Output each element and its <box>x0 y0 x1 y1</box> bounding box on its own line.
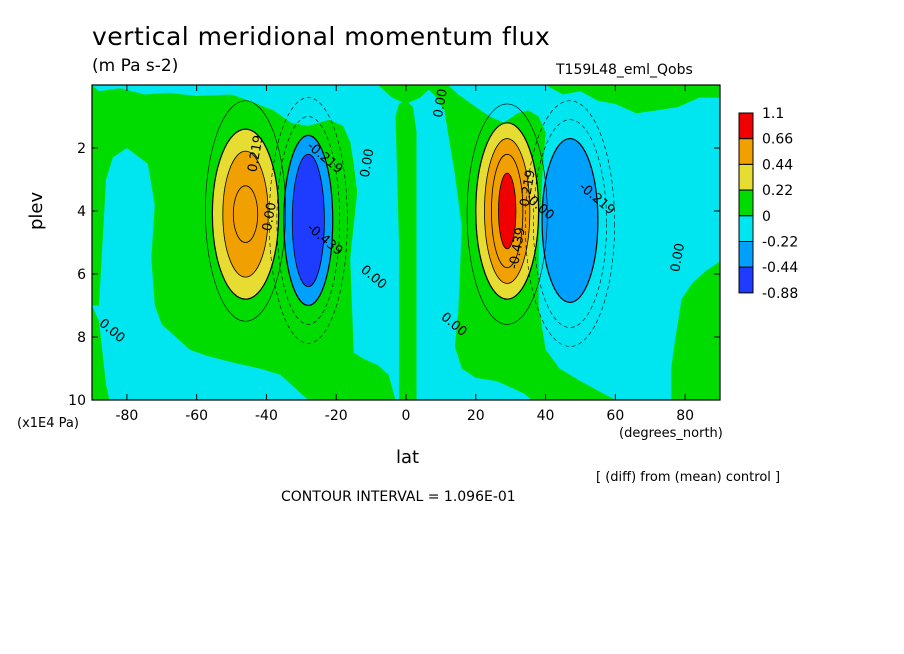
colorbar-swatch <box>738 112 754 140</box>
footnote: [ (diff) from (mean) control ] <box>596 470 781 485</box>
x-tick-label: -80 <box>115 408 138 424</box>
colorbar-label: -0.44 <box>762 260 798 276</box>
y-tick-label: 8 <box>77 330 86 346</box>
lobe-sh-positive-level-2 <box>232 185 259 243</box>
contour-ring <box>205 100 286 322</box>
chart-title: vertical meridional momentum flux <box>92 22 551 51</box>
lobe-nh-positive-level-3 <box>498 172 517 250</box>
plot-area: 0.219 -0.2190.00-0.4390.000.000.000.000.2… <box>92 85 720 400</box>
colorbar-swatch <box>738 189 754 217</box>
x-tick-label: 60 <box>606 408 624 424</box>
x-axis-units: (degrees_north) <box>619 426 723 441</box>
band-pos-small-pole <box>92 305 110 400</box>
colorbar-swatch <box>738 215 754 243</box>
contour-ring <box>466 103 548 325</box>
y-axis-units: (x1E4 Pa) <box>17 416 79 431</box>
colorbar-swatch <box>738 138 754 165</box>
contour-interval: CONTOUR INTERVAL = 1.096E-01 <box>281 489 516 505</box>
lobe-sh-negative-level-1 <box>291 153 325 287</box>
colorbar-label: 1.1 <box>762 106 784 122</box>
lobe-nh-negative <box>541 137 599 303</box>
axes: -80 -60 -40 -20 0 20 40 60 80 2 4 6 8 10 <box>68 85 720 424</box>
contour-label: 0.00 <box>260 201 280 232</box>
contour-ring <box>268 97 348 344</box>
lobe-sh-positive <box>211 128 280 300</box>
colorbar-label: -0.88 <box>762 286 798 302</box>
colorbar-swatch <box>738 241 754 268</box>
y-tick-label: 4 <box>77 204 86 220</box>
colorbar-swatch <box>738 266 754 294</box>
contour-label: 0.219 <box>518 169 539 208</box>
contour-lines <box>205 97 615 347</box>
colorbar-label: 0 <box>762 209 771 225</box>
contour-label: 0.219 <box>245 134 266 173</box>
lobe-nh-negative-level-0 <box>541 137 599 303</box>
colorbar-label: -0.22 <box>762 235 798 251</box>
x-tick-label: 20 <box>467 408 485 424</box>
colorbar-label: 0.22 <box>762 183 793 199</box>
x-tick-label: -20 <box>325 408 348 424</box>
band-pos-small-eq <box>395 100 417 400</box>
contour-label: 0.00 <box>358 148 378 179</box>
y-tick-label: 10 <box>68 393 86 409</box>
band-pos-small-cap <box>378 85 434 104</box>
x-tick-label: 0 <box>402 408 411 424</box>
x-axis-label: lat <box>396 447 420 468</box>
band-pos-small-np <box>671 261 720 400</box>
chart-units: (m Pa s-2) <box>92 56 179 76</box>
y-tick-label: 6 <box>77 267 86 283</box>
y-tick-label: 2 <box>77 141 86 157</box>
lobe-sh-negative <box>283 134 334 307</box>
contour-label: 0.00 <box>668 242 688 273</box>
contour-ring <box>525 100 615 347</box>
lobe-nh-positive <box>475 122 540 300</box>
band-pos-small-top <box>545 85 720 114</box>
x-tick-label: -40 <box>255 408 278 424</box>
x-tick-label: 40 <box>537 408 555 424</box>
colorbar-label: 0.66 <box>762 132 793 148</box>
colorbar: 1.1 0.66 0.44 0.22 0 -0.22 -0.44 -0.88 <box>738 106 798 302</box>
x-tick-label: -60 <box>185 408 208 424</box>
run-label: T159L48_eml_Qobs <box>556 62 693 78</box>
contour-ring <box>276 116 341 325</box>
colorbar-label: 0.44 <box>762 157 793 173</box>
colorbar-swatch <box>738 163 754 191</box>
x-tick-label: 80 <box>676 408 694 424</box>
contour-label: -0.439 <box>507 226 529 270</box>
contour-ring <box>533 119 607 328</box>
contour-label: 0.00 <box>431 88 451 119</box>
